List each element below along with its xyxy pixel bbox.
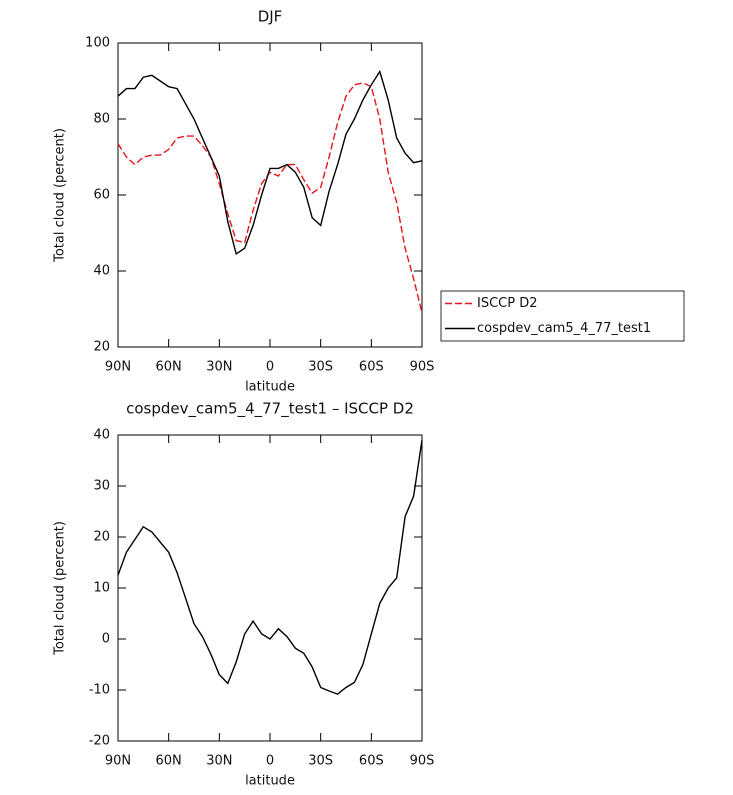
data-line xyxy=(117,82,423,313)
x-tick-label: 30S xyxy=(308,754,333,769)
x-tick-label: 60N xyxy=(156,754,182,769)
x-tick-label: 90S xyxy=(410,360,435,375)
legend-label: cospdev_cam5_4_77_test1 xyxy=(477,321,651,336)
x-tick-label: 30N xyxy=(206,360,232,375)
chart-title: DJF xyxy=(258,8,283,26)
legend-box xyxy=(440,290,685,342)
y-tick-label: 20 xyxy=(93,340,110,355)
x-axis-label: latitude xyxy=(245,380,295,395)
x-tick-label: 60S xyxy=(359,754,384,769)
y-tick-label: -20 xyxy=(89,734,110,749)
y-tick-label: 20 xyxy=(93,530,110,545)
plot-frame xyxy=(117,434,423,742)
data-line xyxy=(117,439,423,695)
x-tick-label: 30S xyxy=(308,360,333,375)
y-tick-label: 10 xyxy=(93,581,110,596)
x-tick-label: 30N xyxy=(206,754,232,769)
y-tick-label: 80 xyxy=(93,112,110,127)
data-line xyxy=(117,69,423,256)
y-axis-label: Total cloud (percent) xyxy=(53,521,68,656)
x-tick-label: 0 xyxy=(266,754,274,769)
x-tick-label: 60N xyxy=(156,360,182,375)
y-tick-label: 40 xyxy=(93,428,110,443)
y-tick-label: 0 xyxy=(102,632,110,647)
x-tick-label: 60S xyxy=(359,360,384,375)
y-tick-label: 40 xyxy=(93,264,110,279)
x-tick-label: 90N xyxy=(105,754,131,769)
y-axis-label: Total cloud (percent) xyxy=(53,128,68,263)
x-axis-label: latitude xyxy=(245,774,295,789)
legend-label: ISCCP D2 xyxy=(477,296,538,311)
plot-frame xyxy=(117,42,423,348)
chart-title: cospdev_cam5_4_77_test1 – ISCCP D2 xyxy=(126,400,414,419)
x-tick-label: 90S xyxy=(410,754,435,769)
x-tick-label: 90N xyxy=(105,360,131,375)
y-tick-label: -10 xyxy=(89,683,110,698)
x-tick-label: 0 xyxy=(266,360,274,375)
y-tick-label: 30 xyxy=(93,479,110,494)
y-tick-label: 100 xyxy=(85,36,110,51)
y-tick-label: 60 xyxy=(93,188,110,203)
